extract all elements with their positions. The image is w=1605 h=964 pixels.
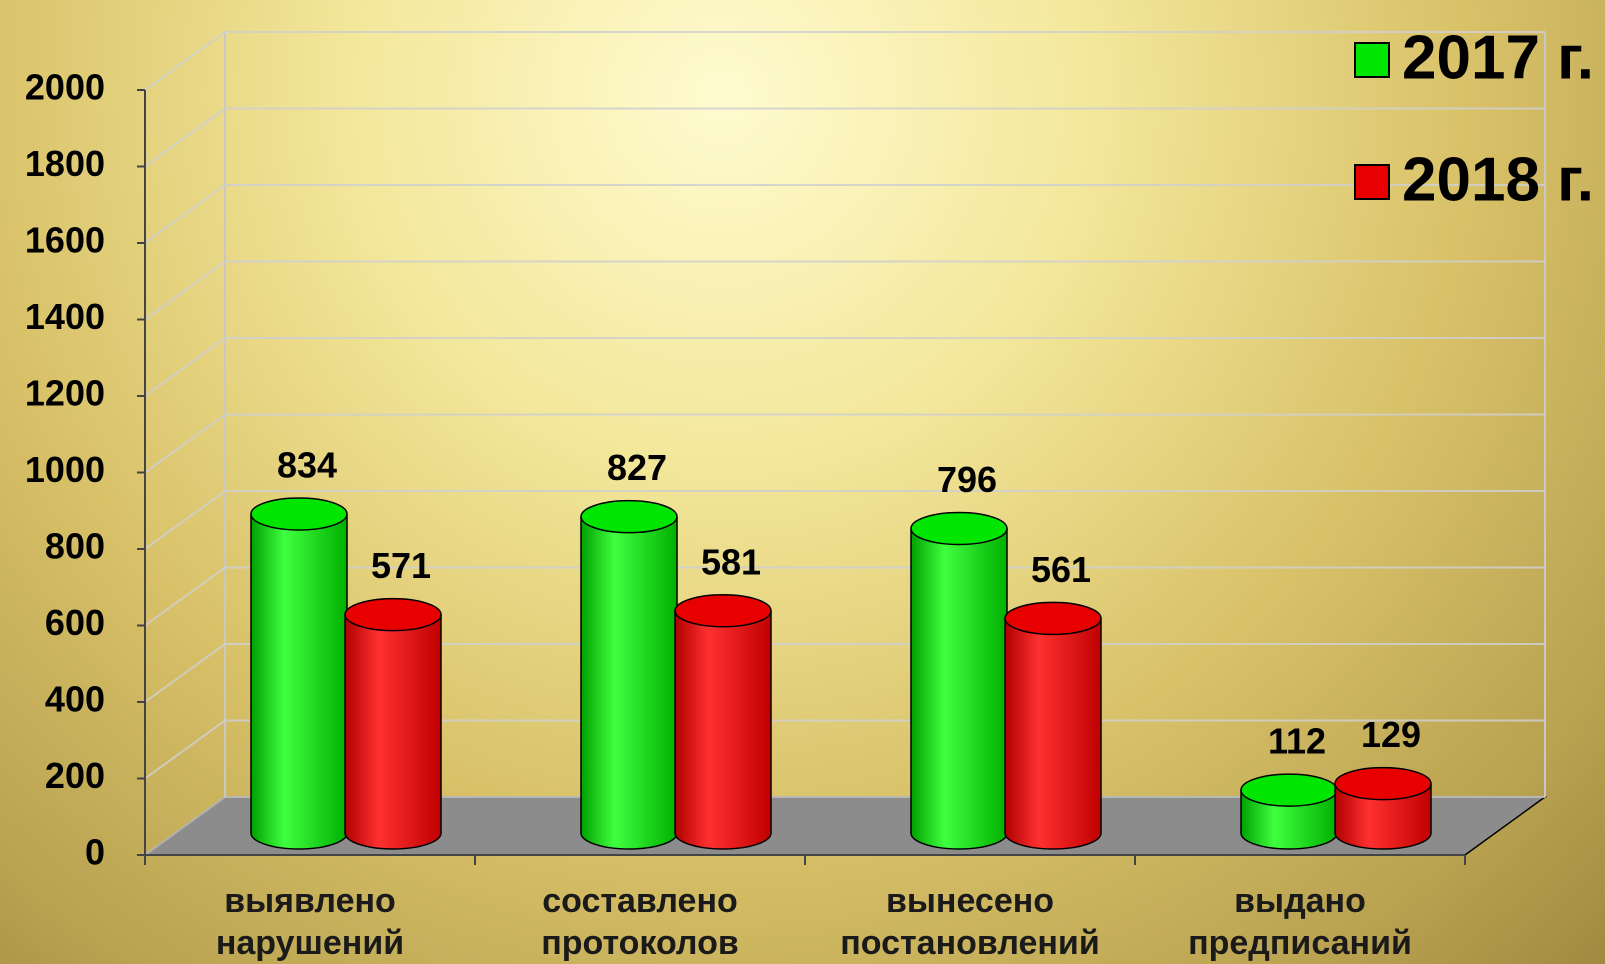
grid-line [144,490,226,550]
legend-label: 2018 г. [1402,145,1594,214]
x-tick-label: протоколов [541,924,739,962]
bar-top [674,594,772,628]
bar-body [581,516,677,833]
value-label: 129 [1361,714,1421,755]
bar-body [911,528,1007,833]
grid-line [144,566,226,627]
legend-swatch [1354,42,1390,78]
value-label: 112 [1268,721,1326,762]
bar-body [675,610,771,833]
x-tick-label: вынесено [886,882,1054,920]
x-tick-label: выдано [1234,882,1366,920]
y-tick-label: 1800 [25,143,105,184]
bar-top [344,597,442,632]
bar-top [910,511,1008,546]
y-tick-label: 1400 [25,296,105,337]
bar-top [1004,601,1102,636]
bar-body [1005,618,1101,833]
grid-line [144,31,226,91]
legend-swatch [1354,164,1390,200]
grid-line [144,260,226,321]
y-tick-label: 1200 [25,373,105,414]
y-tick-label: 800 [45,526,105,567]
x-tick-label: нарушений [216,924,404,962]
y-tick-label: 400 [45,679,105,720]
grid-line [144,337,226,397]
grid-line [144,413,226,474]
bar [910,511,1008,850]
bar-body [251,513,347,833]
grid-line [144,643,226,703]
bar-top [580,499,678,534]
x-tick-label: постановлений [840,924,1099,962]
bar [250,497,348,850]
grid-line [144,184,226,244]
value-label: 571 [371,545,431,586]
bar [1334,766,1432,850]
bar [344,597,442,850]
x-tick-label: предписаний [1188,924,1412,962]
value-label: 827 [607,447,667,488]
x-tick-label: составлено [542,882,738,920]
bar [1004,601,1102,850]
bar-top [1240,773,1338,807]
y-tick-label: 1600 [25,220,105,261]
value-label: 834 [277,445,337,486]
y-tick-label: 1000 [25,449,105,490]
value-label: 796 [937,459,997,500]
y-tick-label: 2000 [25,67,105,108]
grid-line [144,719,226,780]
y-tick-label: 600 [45,602,105,643]
bar [580,499,678,850]
y-tick-label: 200 [45,755,105,796]
bar [1240,773,1338,850]
y-tick-label: 0 [85,832,105,873]
grid-line [144,796,226,856]
legend-label: 2017 г. [1402,23,1594,92]
value-label: 581 [701,541,761,582]
x-tick-label: выявлено [224,882,396,920]
bar-top [250,497,348,531]
grid-line [144,107,226,168]
bar-top [1334,766,1432,801]
bar-body [345,614,441,833]
value-label: 561 [1031,549,1091,590]
bar [674,594,772,850]
